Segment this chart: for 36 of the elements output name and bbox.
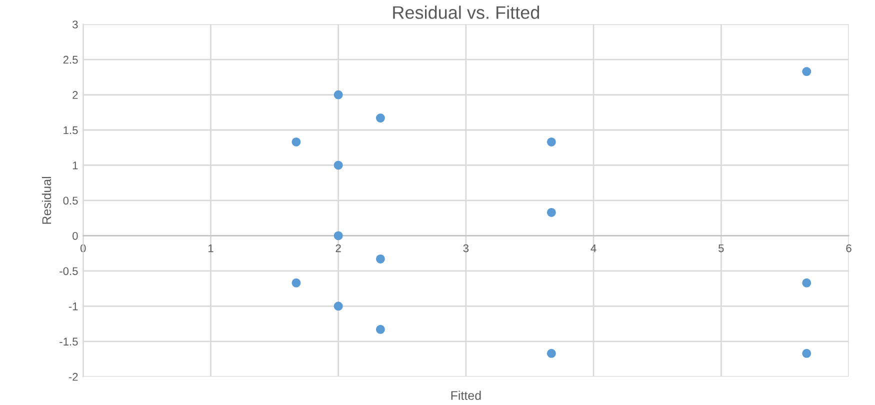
x-tick-label: 1 [208, 244, 214, 252]
x-axis-title: Fitted [451, 390, 481, 400]
x-tick-label: 2 [336, 244, 341, 252]
x-tick-label: 6 [846, 244, 852, 252]
point [546, 208, 556, 217]
y-tick-label: -2 [68, 372, 78, 381]
point [334, 90, 343, 100]
x-tick-label: 4 [590, 244, 596, 252]
point [334, 160, 343, 170]
point [802, 278, 812, 288]
point [802, 67, 812, 76]
point [292, 137, 301, 146]
y-tick-label: -1 [68, 302, 78, 310]
point [546, 137, 556, 146]
point [376, 114, 385, 123]
point [292, 278, 301, 288]
y-tick-label: 0.5 [63, 196, 78, 205]
y-tick-label: 3 [72, 20, 78, 28]
point [802, 348, 812, 358]
point [334, 302, 343, 311]
x-tick-label: 0 [80, 244, 86, 252]
y-axis-title: Residual [42, 176, 52, 224]
point [546, 348, 556, 358]
y-tick-label: -0.5 [60, 267, 78, 276]
y-tick-label: 2 [72, 91, 78, 99]
point [376, 254, 385, 264]
point [376, 324, 385, 334]
y-tick-label: 1.5 [64, 126, 78, 134]
x-tick-label: 3 [463, 244, 469, 252]
y-tick-label: 2.5 [63, 56, 78, 64]
x-tick-label: 5 [718, 244, 724, 252]
point [334, 231, 343, 240]
y-tick-label: 1 [72, 162, 78, 170]
y-tick-label: 0 [72, 232, 78, 240]
y-tick-label: -1.5 [60, 338, 78, 346]
chart-title: Residual vs. Fitted [393, 6, 540, 19]
